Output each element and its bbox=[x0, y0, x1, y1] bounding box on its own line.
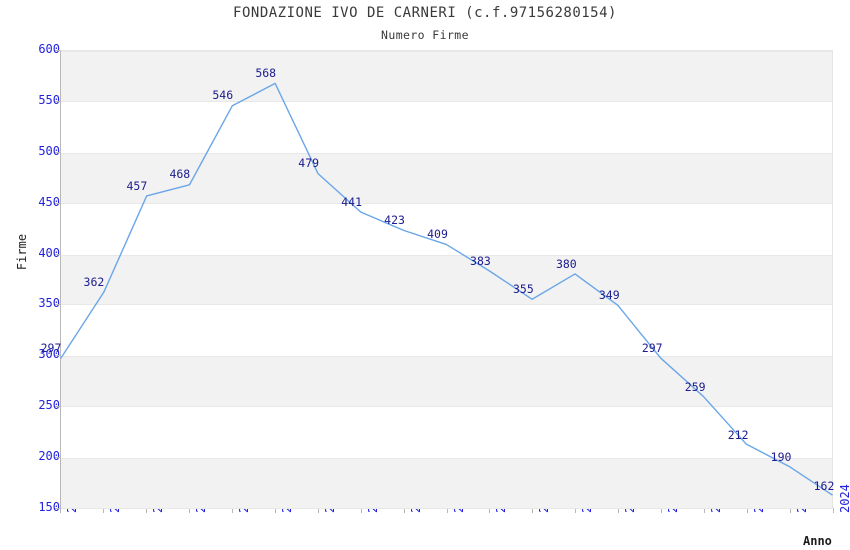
series-line-group bbox=[61, 51, 832, 507]
y-axis-tick-label: 550 bbox=[38, 92, 60, 107]
x-axis-tick-mark bbox=[790, 508, 792, 513]
y-axis-tick-label: 250 bbox=[38, 398, 60, 413]
data-point-label: 479 bbox=[298, 156, 320, 171]
gridline-band bbox=[61, 356, 832, 408]
x-axis-tick-mark bbox=[446, 508, 448, 513]
data-point-label: 355 bbox=[512, 282, 534, 297]
gridline-band bbox=[61, 152, 832, 204]
data-point-label: 212 bbox=[727, 427, 749, 442]
y-axis-tick-mark bbox=[55, 457, 60, 459]
y-axis-tick-mark bbox=[55, 304, 60, 306]
chart-title: FONDAZIONE IVO DE CARNERI (c.f.971562801… bbox=[233, 5, 617, 21]
y-axis-tick-mark bbox=[55, 253, 60, 255]
x-axis-tick-mark bbox=[489, 508, 491, 513]
data-point-label: 297 bbox=[40, 341, 62, 356]
y-axis-tick-mark bbox=[55, 50, 60, 51]
data-point-label: 383 bbox=[470, 253, 491, 268]
y-axis-tick-label: 200 bbox=[38, 449, 60, 464]
data-point-label: 259 bbox=[684, 380, 706, 395]
gridline-band bbox=[61, 254, 832, 306]
y-axis-tick-label: 450 bbox=[38, 194, 60, 209]
y-axis-tick-label: 150 bbox=[38, 500, 60, 514]
plot-area: 297 362 457 468 546 568 479 441 423 409 383 355 380 3… bbox=[41, 50, 835, 509]
x-axis-tick-mark bbox=[102, 508, 104, 513]
data-point-label: 190 bbox=[770, 450, 792, 465]
data-point-label: 468 bbox=[169, 167, 191, 182]
y-axis-tick-mark bbox=[55, 202, 60, 204]
y-axis-tick-mark bbox=[55, 355, 60, 357]
data-point-label: 546 bbox=[212, 87, 234, 102]
y-axis-tick-mark bbox=[55, 151, 60, 153]
x-axis-tick-mark bbox=[833, 508, 834, 513]
x-axis-tick-mark bbox=[532, 508, 534, 513]
y-axis-tick-label: 300 bbox=[38, 347, 60, 362]
gridline-band bbox=[61, 458, 832, 509]
x-axis-tick-mark bbox=[618, 508, 620, 513]
data-point-label: 380 bbox=[555, 256, 577, 271]
y-axis-tick-mark bbox=[55, 406, 60, 408]
y-axis-tick-label: 600 bbox=[38, 42, 60, 56]
x-axis-tick-label: 2024 bbox=[838, 484, 850, 513]
chart-subtitle: Numero Firme bbox=[381, 28, 469, 42]
x-axis-tick-mark bbox=[274, 508, 276, 513]
data-point-label: 441 bbox=[341, 194, 362, 209]
data-point-label: 457 bbox=[126, 178, 148, 193]
x-axis-tick-mark bbox=[60, 508, 61, 513]
x-axis-tick-mark bbox=[188, 508, 190, 513]
y-axis-tick-label: 400 bbox=[38, 245, 60, 260]
x-axis-tick-mark bbox=[747, 508, 749, 513]
y-axis-tick-mark bbox=[55, 100, 60, 102]
data-point-label: 362 bbox=[83, 275, 105, 290]
x-axis-title: Anno bbox=[803, 534, 832, 548]
x-axis-tick-mark bbox=[403, 508, 405, 513]
data-point-label: 409 bbox=[427, 227, 448, 242]
x-axis-tick-mark bbox=[704, 508, 706, 513]
y-axis-tick-mark bbox=[55, 508, 60, 509]
series-line-numero-firme bbox=[61, 83, 832, 494]
x-axis-tick-mark bbox=[360, 508, 362, 513]
x-axis-tick-mark bbox=[145, 508, 147, 513]
data-point-label: 297 bbox=[641, 341, 663, 356]
data-point-label: 349 bbox=[598, 288, 620, 303]
x-axis-tick-mark bbox=[575, 508, 577, 513]
data-point-label: 162 bbox=[813, 478, 835, 493]
gridline-band bbox=[61, 51, 832, 102]
data-point-label: 423 bbox=[384, 213, 405, 228]
x-axis-tick-mark bbox=[661, 508, 663, 513]
y-axis-tick-label: 350 bbox=[38, 296, 60, 311]
x-axis-tick-mark bbox=[231, 508, 233, 513]
y-axis-tick-label: 500 bbox=[38, 143, 60, 158]
data-point-label: 568 bbox=[255, 65, 277, 80]
x-axis-tick-mark bbox=[317, 508, 319, 513]
